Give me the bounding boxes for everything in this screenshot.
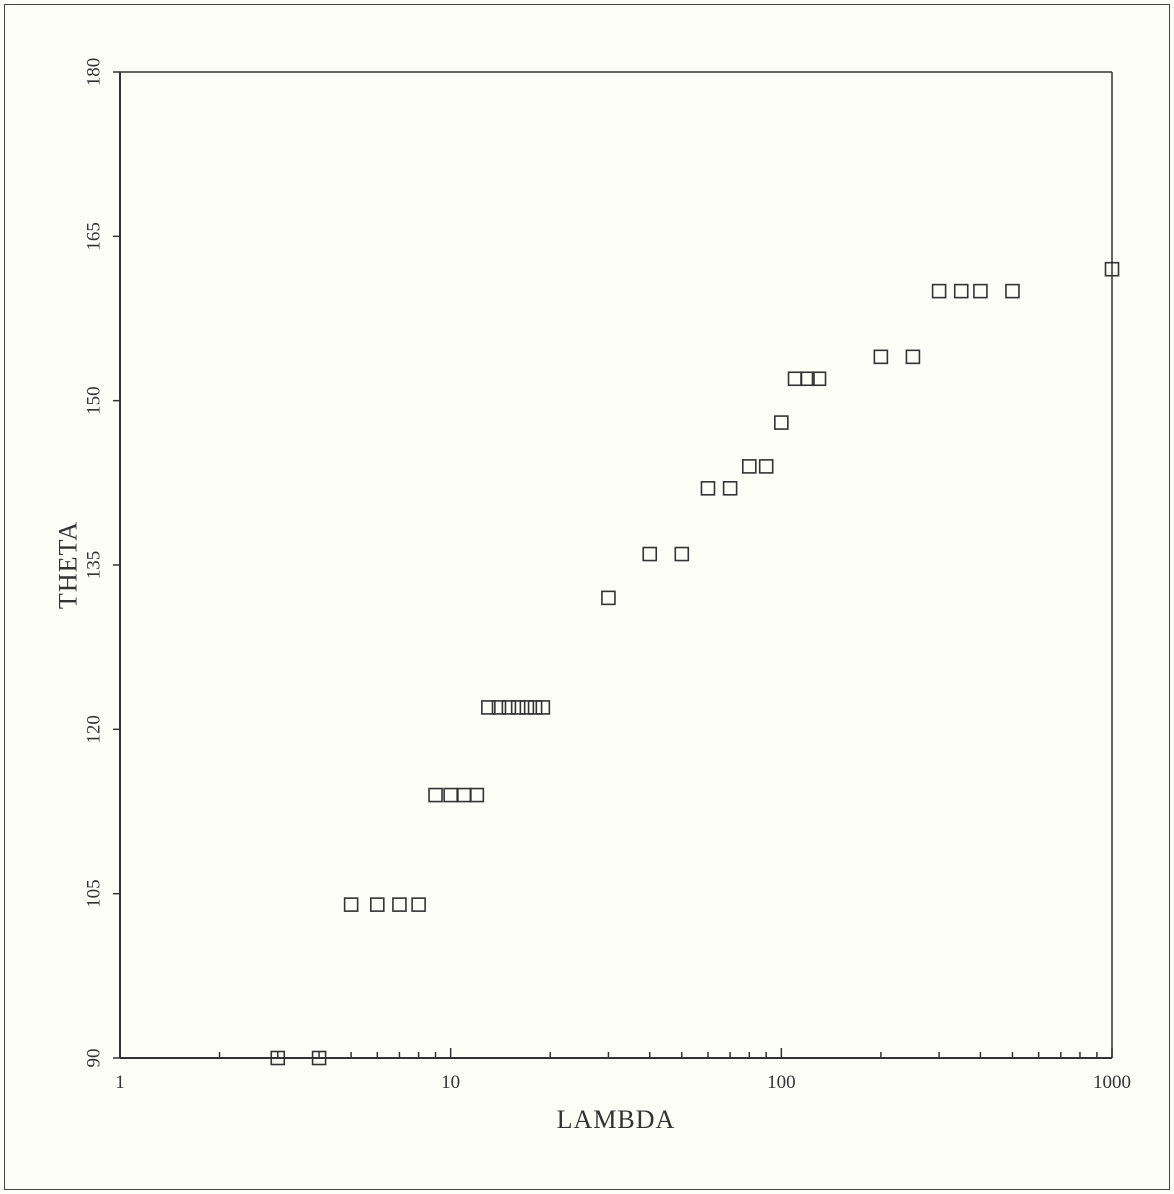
data-point <box>1005 283 1020 299</box>
data-point <box>411 897 426 912</box>
x-axis-title: LAMBDA <box>557 1105 676 1134</box>
data-point <box>270 1050 286 1066</box>
x-tick-label: 1000 <box>1093 1072 1131 1093</box>
data-point <box>931 283 947 299</box>
data-point <box>1104 261 1120 277</box>
data-point <box>311 1050 327 1066</box>
data-point <box>443 787 458 803</box>
data-point <box>501 700 517 715</box>
data-point <box>905 349 921 365</box>
data-point <box>642 546 658 562</box>
y-tick-label: 135 <box>84 551 105 580</box>
y-axis-title: THETA <box>54 521 83 609</box>
data-point <box>787 371 803 387</box>
data-point <box>741 459 757 474</box>
data-point <box>674 546 690 562</box>
data-point <box>953 283 969 299</box>
data-point <box>722 481 738 496</box>
figure-frame <box>4 4 1170 1190</box>
x-tick-label: 100 <box>767 1072 796 1093</box>
data-point <box>873 349 889 365</box>
data-point <box>758 459 774 474</box>
data-point <box>481 700 496 715</box>
y-tick-label: 150 <box>84 386 105 415</box>
data-point <box>973 283 988 299</box>
data-point <box>491 700 507 715</box>
data-point <box>392 897 407 912</box>
x-axis-ticks: 1 10 100 1000 <box>115 1048 1131 1093</box>
data-point <box>510 700 526 715</box>
data-point <box>519 700 535 715</box>
data-point <box>774 415 789 430</box>
data-point <box>457 787 472 803</box>
data-point <box>700 481 716 496</box>
data-markers <box>270 261 1120 1066</box>
y-tick-label: 180 <box>84 58 105 87</box>
data-point <box>428 787 443 803</box>
data-point <box>800 371 815 387</box>
y-tick-label: 105 <box>84 879 105 908</box>
data-point <box>811 371 827 387</box>
x-tick-label: 10 <box>441 1072 460 1093</box>
y-axis-ticks: 90 105 120 135 150 165 180 <box>84 58 120 1068</box>
axes <box>119 71 1113 1059</box>
y-tick-label: 120 <box>84 715 105 744</box>
data-point <box>343 897 359 912</box>
data-point <box>370 897 385 912</box>
data-point <box>601 590 616 606</box>
data-point <box>527 700 543 715</box>
data-point <box>535 700 551 715</box>
x-tick-label: 1 <box>115 1072 125 1093</box>
data-point <box>469 787 485 803</box>
y-tick-label: 165 <box>84 222 105 251</box>
y-tick-label: 90 <box>84 1049 105 1068</box>
